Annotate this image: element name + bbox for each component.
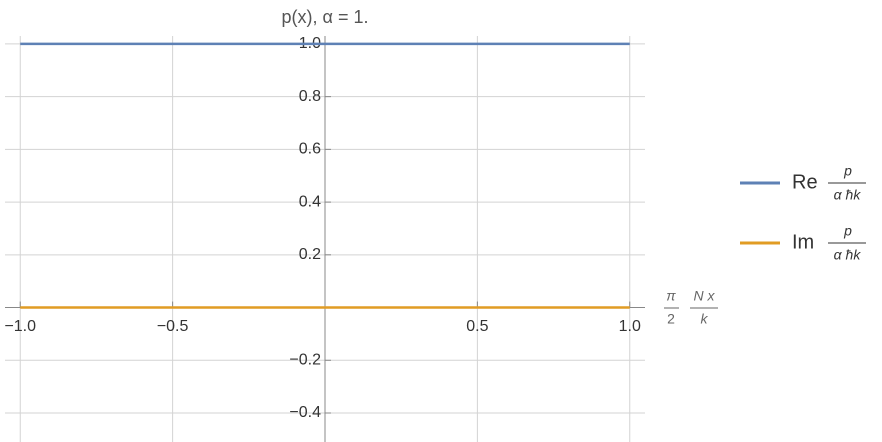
x-label-part: k bbox=[701, 311, 709, 327]
legend-label: Re bbox=[792, 171, 818, 193]
x-label-part: π bbox=[666, 288, 676, 304]
legend-fraction-num: p bbox=[843, 163, 852, 179]
y-tick-label: 0.8 bbox=[299, 88, 321, 105]
legend-fraction-num: p bbox=[843, 223, 852, 239]
legend-fraction-den: α ħk bbox=[834, 247, 862, 263]
x-tick-label: 1.0 bbox=[619, 318, 641, 335]
x-axis-label: π 2 N x k bbox=[664, 288, 718, 327]
legend-label: Im bbox=[792, 231, 814, 253]
y-tick-label: −0.4 bbox=[289, 404, 321, 421]
y-tick-label: 0.4 bbox=[299, 193, 321, 210]
y-tick-label: 0.6 bbox=[299, 141, 321, 158]
y-tick-label: 0.2 bbox=[299, 246, 321, 263]
x-tick-label: −1.0 bbox=[4, 318, 36, 335]
x-tick-label: 0.5 bbox=[466, 318, 488, 335]
x-label-part: 2 bbox=[667, 311, 675, 327]
chart-title: p(x), α = 1. bbox=[282, 7, 369, 27]
x-label-part: N x bbox=[694, 288, 716, 304]
x-tick-label: −0.5 bbox=[157, 318, 189, 335]
legend-fraction-den: α ħk bbox=[834, 187, 862, 203]
y-tick-label: −0.2 bbox=[289, 351, 321, 368]
